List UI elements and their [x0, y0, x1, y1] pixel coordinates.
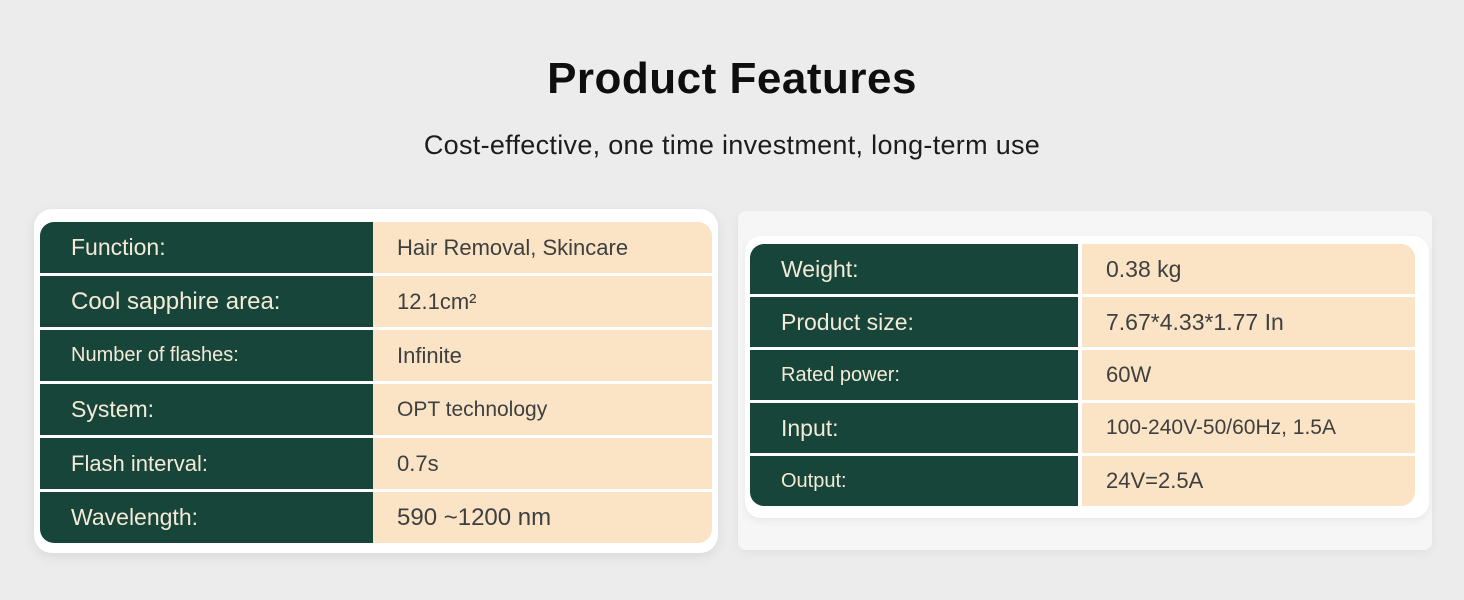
spec-value: 24V=2.5A	[1106, 468, 1204, 493]
spec-row-cool-sapphire-area: Cool sapphire area: 12.1cm²	[40, 276, 712, 327]
spec-value: 100-240V-50/60Hz, 1.5A	[1106, 416, 1336, 439]
spec-value-cell: 7.67*4.33*1.77 In	[1082, 297, 1415, 347]
spec-label: Cool sapphire area:	[71, 287, 281, 315]
right-spec-table: Weight: 0.38 kg Product size: 7.67*4.33*…	[750, 244, 1415, 506]
spec-label-cell: Flash interval:	[40, 438, 373, 489]
spec-label-cell: Cool sapphire area:	[40, 276, 373, 327]
spec-label-cell: Product size:	[750, 297, 1078, 347]
spec-label-cell: Output:	[750, 456, 1078, 506]
spec-value: 7.67*4.33*1.77 In	[1106, 308, 1284, 335]
spec-label: Number of flashes:	[71, 344, 239, 366]
spec-label-cell: System:	[40, 384, 373, 435]
spec-row-product-size: Product size: 7.67*4.33*1.77 In	[750, 297, 1415, 347]
left-spec-card: Function: Hair Removal, Skincare Cool sa…	[34, 209, 718, 553]
spec-row-system: System: OPT technology	[40, 384, 712, 435]
spec-value-cell: 100-240V-50/60Hz, 1.5A	[1082, 403, 1415, 453]
spec-value-cell: OPT technology	[373, 384, 712, 435]
spec-label-cell: Wavelength:	[40, 492, 373, 543]
spec-label: Weight:	[781, 255, 859, 282]
spec-value: 0.38 kg	[1106, 255, 1182, 282]
spec-label: Wavelength:	[71, 504, 198, 530]
spec-row-flash-interval: Flash interval: 0.7s	[40, 438, 712, 489]
page-title: Product Features	[547, 54, 917, 103]
spec-label: Input:	[781, 414, 839, 441]
spec-label: System:	[71, 396, 155, 422]
spec-row-number-of-flashes: Number of flashes: Infinite	[40, 330, 712, 381]
spec-row-rated-power: Rated power: 60W	[750, 350, 1415, 400]
spec-value-cell: 12.1cm²	[373, 276, 712, 327]
spec-value-cell: 0.7s	[373, 438, 712, 489]
page-subtitle: Cost-effective, one time investment, lon…	[423, 130, 1041, 160]
spec-row-function: Function: Hair Removal, Skincare	[40, 222, 712, 273]
spec-value-cell: 0.38 kg	[1082, 244, 1415, 294]
spec-row-output: Output: 24V=2.5A	[750, 456, 1415, 506]
spec-row-weight: Weight: 0.38 kg	[750, 244, 1415, 294]
spec-value: Infinite	[397, 342, 462, 368]
spec-label: Product size:	[781, 308, 914, 335]
right-spec-card: Weight: 0.38 kg Product size: 7.67*4.33*…	[745, 236, 1429, 518]
spec-label-cell: Function:	[40, 222, 373, 273]
spec-value: 60W	[1106, 362, 1152, 387]
spec-label: Function:	[71, 234, 166, 260]
spec-label: Output:	[781, 469, 847, 492]
spec-label-cell: Input:	[750, 403, 1078, 453]
spec-label-cell: Weight:	[750, 244, 1078, 294]
spec-value-cell: Infinite	[373, 330, 712, 381]
spec-value: 0.7s	[397, 450, 439, 476]
spec-label-cell: Rated power:	[750, 350, 1078, 400]
spec-value: Hair Removal, Skincare	[397, 234, 629, 260]
left-spec-table: Function: Hair Removal, Skincare Cool sa…	[40, 222, 712, 543]
spec-row-wavelength: Wavelength: 590 ~1200 nm	[40, 492, 712, 543]
spec-value-cell: Hair Removal, Skincare	[373, 222, 712, 273]
spec-row-input: Input: 100-240V-50/60Hz, 1.5A	[750, 403, 1415, 453]
spec-label: Rated power:	[781, 363, 900, 386]
spec-label-cell: Number of flashes:	[40, 330, 373, 381]
spec-value: OPT technology	[397, 397, 548, 421]
spec-value: 590 ~1200 nm	[397, 503, 552, 531]
spec-label: Flash interval:	[71, 450, 208, 476]
spec-value-cell: 24V=2.5A	[1082, 456, 1415, 506]
spec-value: 12.1cm²	[397, 288, 477, 314]
spec-value-cell: 60W	[1082, 350, 1415, 400]
spec-value-cell: 590 ~1200 nm	[373, 492, 712, 543]
right-spec-panel: Weight: 0.38 kg Product size: 7.67*4.33*…	[738, 211, 1432, 550]
